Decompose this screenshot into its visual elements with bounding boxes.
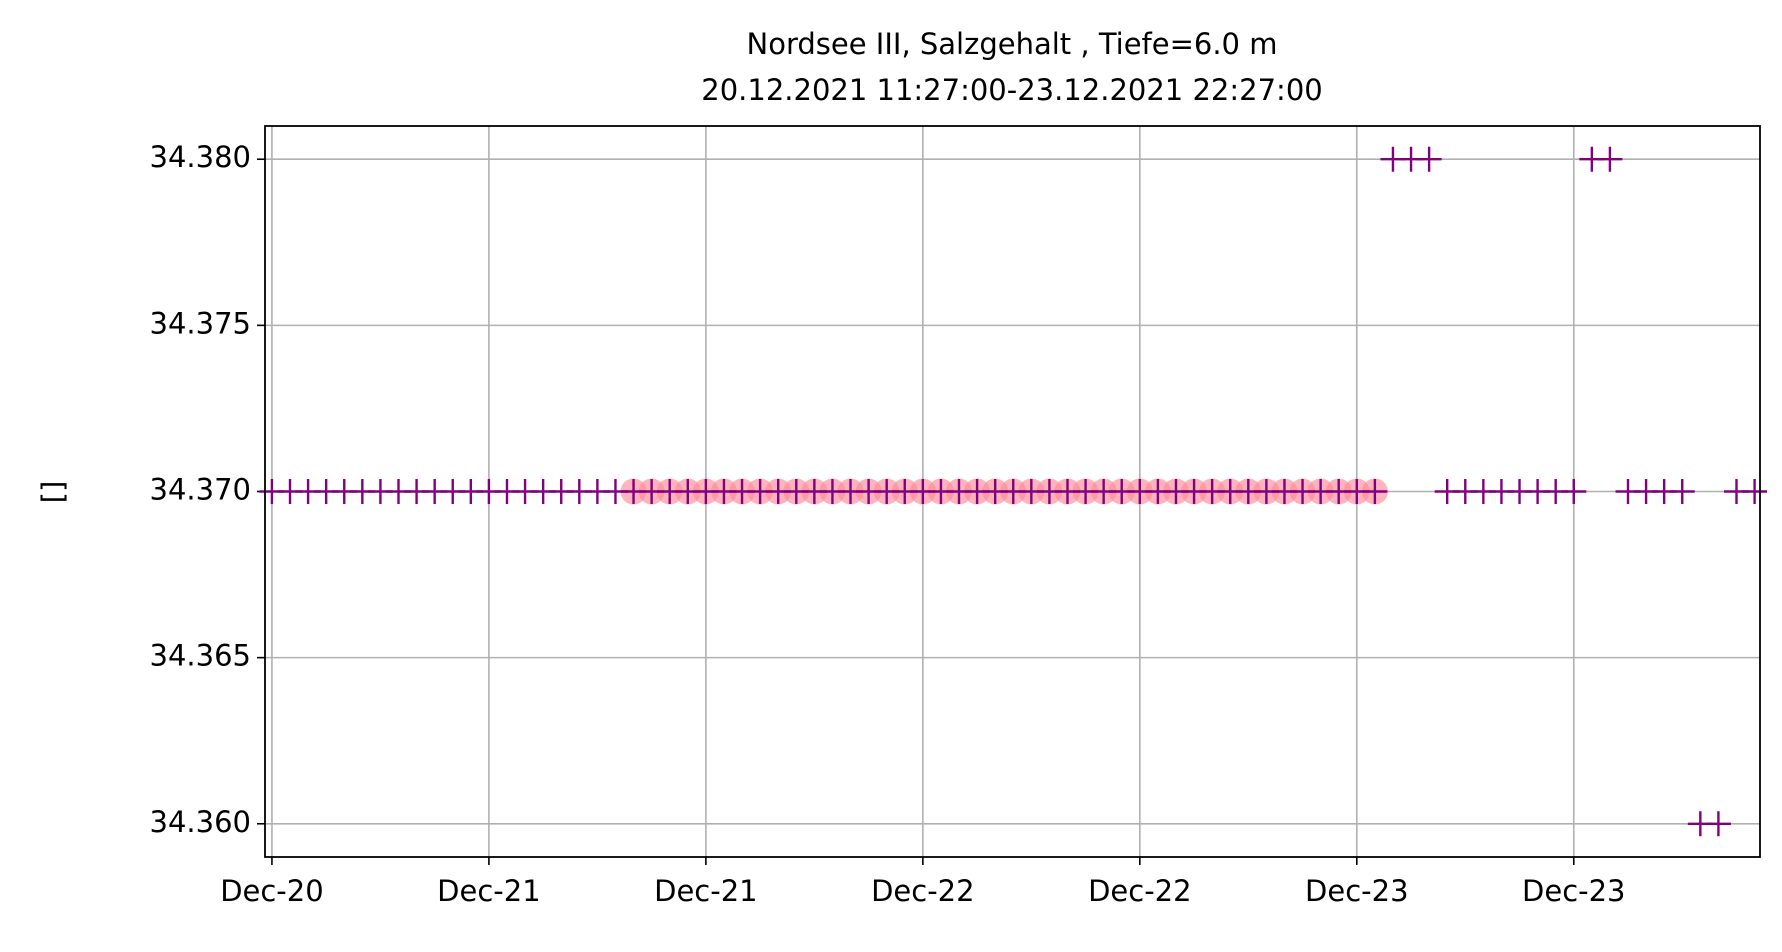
- point: [1561, 479, 1587, 504]
- x-tick-label: Dec-20: [220, 874, 323, 908]
- y-tick-label: 34.375: [150, 306, 251, 340]
- x-tick-label: Dec-22: [1088, 874, 1191, 908]
- x-tick-label: Dec-21: [654, 874, 757, 908]
- y-tick-label: 34.365: [150, 639, 251, 673]
- y-axis-label: []: [36, 481, 70, 504]
- y-tick-label: 34.370: [150, 473, 251, 507]
- point: [1416, 146, 1442, 172]
- chart-title: Nordsee III, Salzgehalt , Tiefe=6.0 m: [747, 27, 1278, 61]
- point: [1669, 479, 1695, 504]
- point: [1742, 479, 1768, 504]
- x-tick-label: Dec-21: [437, 874, 540, 908]
- x-tick-label: Dec-22: [871, 874, 974, 908]
- point: [1597, 146, 1623, 172]
- y-tick-label: 34.360: [150, 805, 251, 839]
- point: [1362, 479, 1388, 504]
- x-tick-label: Dec-23: [1305, 874, 1408, 908]
- plot-frame: [264, 125, 1761, 858]
- y-tick-label: 34.380: [150, 140, 251, 174]
- chart-subtitle: 20.12.2021 11:27:00-23.12.2021 22:27:00: [701, 73, 1322, 107]
- point: [1705, 811, 1731, 837]
- x-tick-label: Dec-23: [1522, 874, 1625, 908]
